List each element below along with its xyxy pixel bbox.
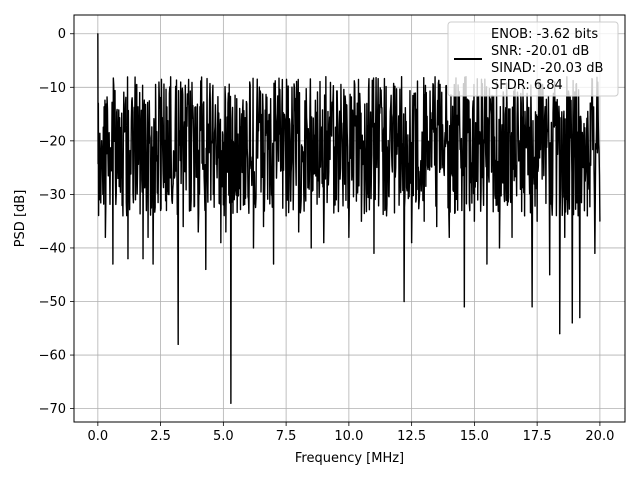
y-axis-ticks: 0 −10 −20 −30 −40 −50 −60 −70 — [39, 27, 74, 417]
data-point — [102, 193, 104, 196]
data-point — [335, 199, 337, 201]
data-point — [252, 247, 255, 249]
data-point — [112, 263, 114, 265]
data-point — [98, 199, 100, 201]
data-point — [564, 236, 566, 238]
data-point — [225, 231, 227, 233]
data-point — [571, 322, 573, 324]
data-point — [323, 241, 325, 244]
data-point — [99, 167, 101, 169]
data-point — [262, 225, 265, 228]
x-tick-label: 17.5 — [523, 429, 552, 444]
x-tick-label: 5.0 — [213, 429, 234, 444]
data-point — [586, 215, 588, 217]
data-point — [531, 306, 533, 308]
data-point — [190, 209, 192, 212]
data-point — [134, 199, 137, 201]
data-point — [160, 209, 162, 212]
data-point — [272, 263, 275, 265]
data-point — [398, 204, 400, 206]
data-point — [579, 316, 581, 319]
data-point — [594, 252, 596, 254]
y-tick-label: 0 — [58, 27, 66, 42]
data-point — [107, 150, 109, 153]
x-axis-label: Frequency [MHz] — [295, 451, 404, 466]
data-point — [486, 263, 488, 265]
data-point — [101, 140, 103, 142]
data-point — [360, 220, 363, 222]
data-point — [97, 33, 99, 35]
data-point — [285, 215, 287, 217]
data-point — [242, 204, 245, 206]
data-point — [147, 236, 149, 238]
data-point — [423, 220, 425, 222]
legend-line-4: SFDR: 6.84 — [491, 78, 563, 93]
y-tick-label: −50 — [39, 295, 66, 310]
data-point — [197, 231, 199, 233]
data-point — [230, 402, 232, 404]
legend-line-1: ENOB: -3.62 bits — [491, 27, 598, 42]
data-point — [599, 220, 601, 222]
x-tick-label: 2.5 — [150, 429, 171, 444]
y-tick-label: −60 — [39, 349, 66, 364]
x-tick-label: 20.0 — [585, 429, 614, 444]
x-tick-label: 12.5 — [397, 429, 426, 444]
plot-frame — [73, 14, 626, 423]
data-point — [182, 225, 184, 228]
legend-line-2: SNR: -20.01 dB — [491, 44, 589, 59]
data-point — [559, 333, 561, 335]
y-axis-label: PSD [dB] — [13, 190, 28, 248]
psd-trace — [97, 33, 601, 404]
legend: ENOB: -3.62 bits SNR: -20.01 dB SINAD: -… — [447, 21, 619, 97]
data-point — [310, 247, 312, 249]
data-point — [523, 215, 526, 217]
x-tick-label: 10.0 — [334, 429, 363, 444]
data-point — [461, 209, 463, 212]
data-point — [473, 220, 475, 222]
data-point — [117, 177, 119, 179]
data-point — [436, 225, 438, 228]
data-point — [220, 241, 222, 244]
y-tick-label: −20 — [39, 134, 66, 149]
data-point — [152, 263, 154, 265]
data-point — [403, 300, 405, 303]
legend-box — [447, 21, 619, 97]
x-tick-label: 7.5 — [276, 429, 297, 444]
data-point — [348, 236, 350, 238]
data-point — [167, 193, 169, 196]
y-tick-label: −40 — [39, 241, 66, 256]
data-point — [205, 268, 207, 270]
x-axis-ticks: 0.0 2.5 5.0 7.5 10.0 12.5 15.0 17.5 20.0 — [88, 422, 614, 444]
data-point — [104, 236, 106, 238]
data-point — [448, 236, 450, 238]
legend-line-3: SINAD: -20.03 dB — [491, 61, 603, 76]
data-point — [411, 241, 413, 244]
data-point — [463, 306, 465, 308]
psd-series-line — [97, 33, 601, 404]
data-point — [385, 215, 388, 217]
data-point — [172, 183, 174, 185]
y-tick-label: −10 — [39, 81, 66, 96]
x-tick-label: 15.0 — [460, 429, 489, 444]
data-point — [97, 102, 99, 104]
x-tick-label: 0.0 — [88, 429, 109, 444]
data-point — [212, 193, 214, 196]
data-point — [142, 258, 144, 260]
data-point — [373, 252, 375, 254]
data-point — [511, 236, 513, 238]
y-tick-label: −70 — [39, 402, 66, 417]
data-point — [536, 220, 538, 222]
data-point — [98, 150, 100, 153]
data-point — [549, 274, 551, 276]
data-point — [122, 215, 124, 217]
data-point — [127, 258, 129, 260]
data-point — [235, 188, 237, 190]
data-point — [498, 247, 501, 249]
data-point — [298, 231, 300, 233]
data-point — [177, 343, 179, 345]
y-tick-label: −30 — [39, 188, 66, 203]
